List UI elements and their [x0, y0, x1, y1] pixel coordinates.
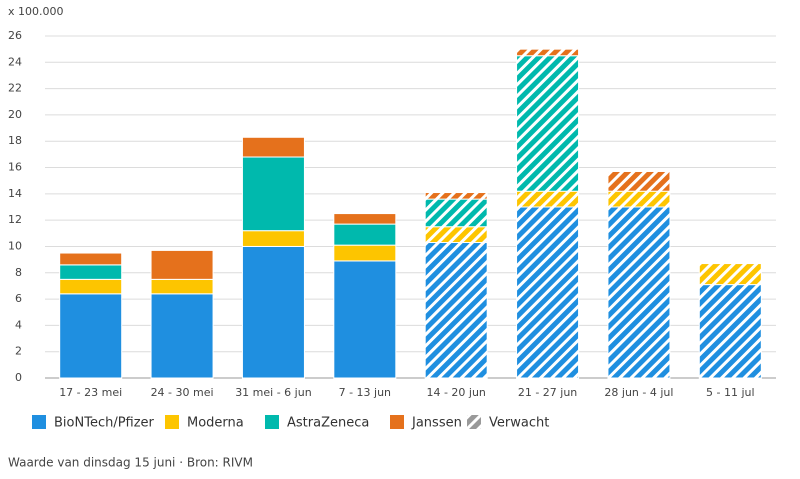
bar-segment: [516, 206, 580, 379]
bar-segment: [516, 190, 580, 208]
x-tick-label: 24 - 30 mei: [151, 386, 214, 399]
y-tick-label: 14: [8, 187, 22, 200]
bar-segment: [241, 245, 305, 379]
x-tick-label: 21 - 27 jun: [518, 386, 577, 399]
bar-segment: [607, 206, 671, 379]
legend-swatch: [390, 415, 404, 429]
x-tick-label: 7 - 13 jun: [339, 386, 391, 399]
y-tick-label: 8: [15, 266, 22, 279]
y-tick-label: 0: [15, 371, 22, 384]
bar-segment: [150, 249, 214, 280]
x-tick-label: 14 - 20 jun: [426, 386, 485, 399]
footnote: Waarde van dinsdag 15 juni · Bron: RIVM: [8, 456, 253, 470]
x-tick-label: 5 - 11 jul: [706, 386, 755, 399]
y-tick-label: 2: [15, 345, 22, 358]
bar-segment: [333, 244, 397, 262]
bar-segment: [333, 223, 397, 246]
legend-label: Verwacht: [489, 416, 549, 431]
legend-swatch: [467, 415, 481, 429]
bar-segment: [516, 55, 580, 192]
bar-segment: [241, 136, 305, 158]
legend: BioNTech/Pfizer Moderna AstraZeneca Janssen…: [32, 415, 549, 431]
bar-segment: [424, 242, 488, 379]
legend-swatch: [165, 415, 179, 429]
bar-segment: [698, 263, 762, 286]
bar-segment: [424, 198, 488, 228]
x-tick-label: 17 - 23 mei: [59, 386, 122, 399]
bar-segment: [333, 213, 397, 225]
bar-segment: [59, 252, 123, 266]
y-tick-label: 10: [8, 239, 22, 252]
bar-segment: [59, 293, 123, 379]
legend-label: BioNTech/Pfizer: [54, 416, 155, 431]
legend-swatch: [32, 415, 46, 429]
bar-segment: [150, 278, 214, 295]
bar-segment: [516, 48, 580, 57]
bar-segment: [424, 226, 488, 244]
y-tick-label: 26: [8, 29, 22, 42]
y-tick-label: 16: [8, 161, 22, 174]
bar-segment: [424, 192, 488, 200]
y-tick-label: 4: [15, 318, 22, 331]
legend-label: AstraZeneca: [287, 416, 369, 431]
x-tick-label: 28 jun - 4 jul: [604, 386, 673, 399]
bar-segment: [59, 264, 123, 280]
y-tick-label: 24: [8, 55, 22, 68]
x-tick-label: 31 mei - 6 jun: [235, 386, 312, 399]
bar-segment: [607, 170, 671, 192]
y-tick-label: 20: [8, 108, 22, 121]
y-tick-label: 22: [8, 82, 22, 95]
legend-label: Moderna: [187, 416, 244, 431]
bar-segment: [150, 293, 214, 379]
bar-segment: [333, 260, 397, 379]
y-tick-label: 6: [15, 292, 22, 305]
y-tick-label: 12: [8, 213, 22, 226]
legend-swatch: [265, 415, 279, 429]
y-unit-label: x 100.000: [8, 5, 64, 18]
bar-segment: [241, 156, 305, 232]
bar-segment: [698, 284, 762, 379]
y-tick-label: 18: [8, 134, 22, 147]
legend-label: Janssen: [411, 416, 462, 431]
bar-segment: [607, 190, 671, 208]
bar-segment: [59, 278, 123, 295]
bar-segment: [241, 230, 305, 247]
